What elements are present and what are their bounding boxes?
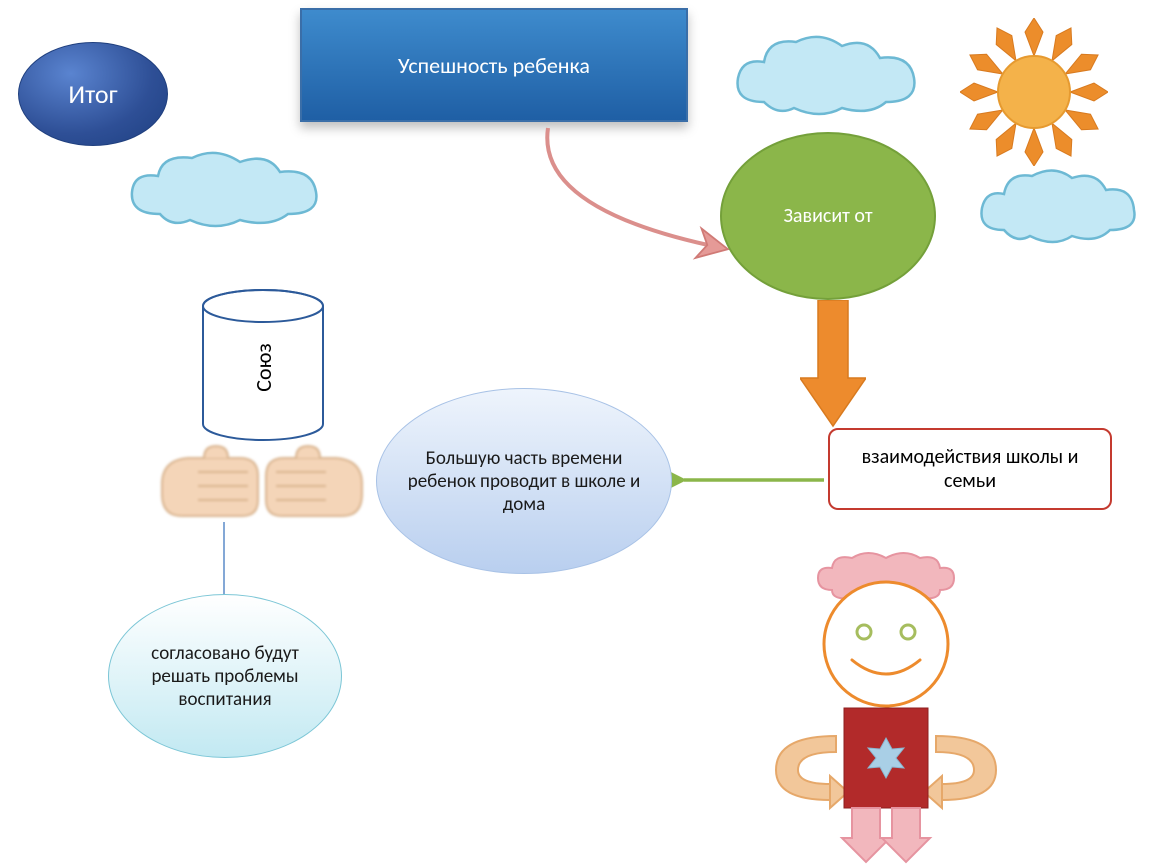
sun-icon: [960, 18, 1108, 166]
success-label: Успешность ребенка: [398, 52, 590, 79]
depends-label: Зависит от: [783, 204, 872, 228]
interaction-box: взаимодействия школы и семьи: [828, 428, 1112, 510]
cylinder-label: Союз: [249, 343, 276, 392]
cloud-3: [972, 164, 1142, 250]
success-box: Успешность ребенка: [300, 8, 688, 122]
cylinder-label-wrap: Союз: [200, 302, 326, 432]
fists-icon: [158, 440, 366, 524]
time-label: Большую часть времени ребенок проводит в…: [391, 447, 657, 516]
time-ellipse: Большую часть времени ребенок проводит в…: [376, 388, 672, 574]
itog-ellipse: Итог: [18, 42, 168, 146]
depends-ellipse: Зависит от: [720, 132, 936, 300]
solve-label: согласовано будут решать проблемы воспит…: [121, 642, 329, 711]
solve-ellipse: согласовано будут решать проблемы воспит…: [108, 594, 342, 758]
cloud-1: [120, 148, 330, 234]
arrow-down-orange: [800, 300, 866, 428]
itog-label: Итог: [68, 78, 117, 110]
interaction-label: взаимодействия школы и семьи: [834, 445, 1106, 493]
diagram-canvas: Итог Успешность ребенка Зависит от взаим…: [0, 0, 1150, 864]
child-figure: [740, 548, 1040, 864]
cloud-2: [728, 32, 924, 124]
